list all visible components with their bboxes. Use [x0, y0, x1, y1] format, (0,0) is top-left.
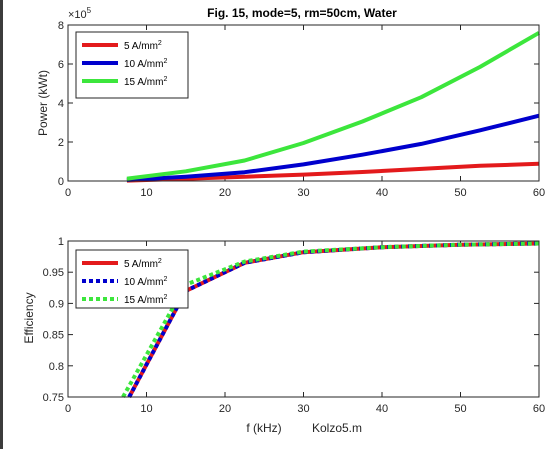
y-tick-label: 0.9 [49, 298, 64, 310]
x-tick-label: 30 [297, 187, 309, 199]
y-tick-label: 4 [58, 98, 64, 110]
y-tick-label: 0.75 [43, 392, 64, 404]
x-tick-label: 60 [533, 403, 545, 415]
y-tick-label: 2 [58, 137, 64, 149]
x-tick-label: 40 [376, 187, 388, 199]
x-tick-label: 20 [219, 187, 231, 199]
y-tick-label: 0 [58, 176, 64, 188]
y-exponent-label: ×105 [68, 6, 92, 21]
y-tick-label: 6 [58, 59, 64, 71]
y-tick-label: 8 [58, 20, 64, 32]
x-tick-label: 10 [140, 187, 152, 199]
y-axis-label-efficiency: Efficiency [22, 292, 36, 343]
efficiency-series-line [129, 244, 539, 398]
x-tick-label: 60 [533, 187, 545, 199]
legend-label: 15 A/mm2 [124, 76, 167, 88]
efficiency-series-line [129, 244, 539, 398]
y-tick-label: 0.85 [43, 330, 64, 342]
legend-label: 5 A/mm2 [124, 258, 162, 270]
window-edge [0, 0, 3, 449]
y-axis-label-power: Power (kWt) [36, 70, 50, 136]
legend-label: 15 A/mm2 [124, 294, 167, 306]
y-tick-label: 0.95 [43, 267, 64, 279]
power-series-line [127, 33, 539, 179]
x-tick-label: 20 [219, 403, 231, 415]
legend-label: 10 A/mm2 [124, 58, 167, 70]
legend-label: 10 A/mm2 [124, 276, 167, 288]
power-series-lines [127, 33, 539, 181]
x-tick-label: 50 [454, 187, 466, 199]
x-tick-label: 40 [376, 403, 388, 415]
x-tick-label: 0 [65, 403, 71, 415]
x-tick-label: 0 [65, 187, 71, 199]
x-tick-label: 30 [297, 403, 309, 415]
efficiency-axes: Efficiency 0 10 20 30 40 50 60 0.75 0.8 0.85 0.9 0.… [22, 236, 545, 435]
file-label: Kolzo5.m [312, 421, 362, 435]
power-axes: Fig. 15, mode=5, rm=50cm, Water ×105 Pow… [36, 6, 545, 199]
y-tick-label: 1 [58, 236, 64, 248]
chart-title: Fig. 15, mode=5, rm=50cm, Water [207, 6, 397, 20]
y-tick-label: 0.8 [49, 361, 64, 373]
x-tick-label: 10 [140, 403, 152, 415]
x-axis-label: f (kHz) [246, 421, 281, 435]
power-legend[interactable]: 5 A/mm2 10 A/mm2 15 A/mm2 [76, 32, 188, 98]
legend-label: 5 A/mm2 [124, 40, 162, 52]
x-tick-label: 50 [454, 403, 466, 415]
efficiency-legend[interactable]: 5 A/mm2 10 A/mm2 15 A/mm2 [76, 250, 188, 308]
